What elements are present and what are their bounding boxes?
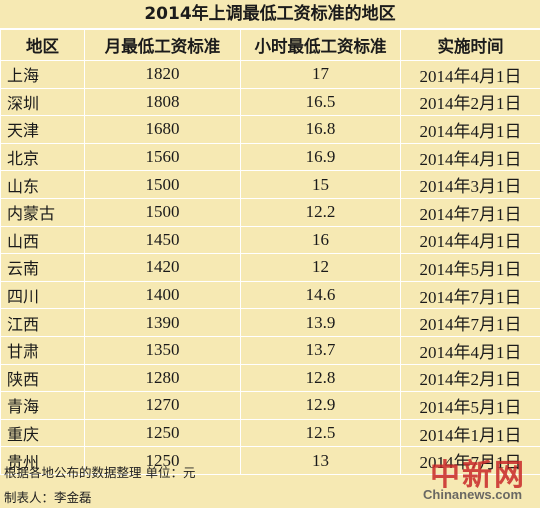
header-hourly-wage: 小时最低工资标准 — [240, 29, 401, 61]
monthly-wage-cell: 1390 — [84, 308, 241, 337]
hourly-wage-cell: 16.8 — [240, 115, 401, 144]
region-cell: 陕西 — [0, 363, 85, 393]
region-cell: 重庆 — [0, 418, 85, 448]
hourly-wage-cell: 16.9 — [240, 142, 401, 172]
effective-date-cell: 2014年7月1日 — [400, 446, 540, 475]
hourly-wage-cell: 12.8 — [240, 363, 401, 393]
table-row: 青海 1270 12.9 2014年5月1日 — [0, 391, 540, 420]
region-cell: 上海 — [0, 60, 85, 89]
effective-date-cell: 2014年4月1日 — [400, 115, 540, 144]
region-cell: 青海 — [0, 391, 85, 420]
header-region: 地区 — [0, 29, 85, 61]
table-body: 上海 1820 17 2014年4月1日 深圳 1808 16.5 2014年2月1日 天津 16… — [0, 60, 540, 475]
hourly-wage-cell: 12 — [240, 253, 401, 282]
region-cell: 深圳 — [0, 87, 85, 117]
header-row: 地区 月最低工资标准 小时最低工资标准 实施时间 — [0, 29, 540, 61]
monthly-wage-cell: 1500 — [84, 197, 241, 227]
monthly-wage-cell: 1808 — [84, 87, 241, 117]
table-row: 陕西 1280 12.8 2014年2月1日 — [0, 363, 540, 393]
effective-date-cell: 2014年2月1日 — [400, 363, 540, 393]
source-note: 根据各地公布的数据整理 单位：元 — [4, 465, 196, 480]
region-cell: 北京 — [0, 142, 85, 172]
effective-date-cell: 2014年4月1日 — [400, 142, 540, 172]
region-cell: 贵州 — [0, 446, 85, 475]
effective-date-cell: 2014年4月1日 — [400, 60, 540, 89]
region-cell: 天津 — [0, 115, 85, 144]
table-row: 深圳 1808 16.5 2014年2月1日 — [0, 87, 540, 117]
table-title: 2014年上调最低工资标准的地区 — [0, 0, 540, 29]
effective-date-cell: 2014年2月1日 — [400, 87, 540, 117]
table-row: 山东 1500 15 2014年3月1日 — [0, 170, 540, 199]
minimum-wage-table: 地区 月最低工资标准 小时最低工资标准 实施时间 上海 1820 17 2014年4月… — [0, 29, 540, 475]
region-cell: 内蒙古 — [0, 197, 85, 227]
region-cell: 山西 — [0, 225, 85, 255]
header-effective-date: 实施时间 — [400, 29, 540, 61]
monthly-wage-cell: 1680 — [84, 115, 241, 144]
monthly-wage-cell: 1420 — [84, 253, 241, 282]
monthly-wage-cell: 1500 — [84, 170, 241, 199]
effective-date-cell: 2014年3月1日 — [400, 170, 540, 199]
hourly-wage-cell: 12.5 — [240, 418, 401, 448]
hourly-wage-cell: 17 — [240, 60, 401, 89]
effective-date-cell: 2014年5月1日 — [400, 391, 540, 420]
effective-date-cell: 2014年5月1日 — [400, 253, 540, 282]
effective-date-cell: 2014年1月1日 — [400, 418, 540, 448]
table-row: 北京 1560 16.9 2014年4月1日 — [0, 142, 540, 172]
table-row: 云南 1420 12 2014年5月1日 — [0, 253, 540, 282]
monthly-wage-cell: 1280 — [84, 363, 241, 393]
effective-date-cell: 2014年7月1日 — [400, 280, 540, 310]
table-row: 重庆 1250 12.5 2014年1月1日 — [0, 418, 540, 448]
hourly-wage-cell: 12.9 — [240, 391, 401, 420]
table-row: 贵州 1250 13 2014年7月1日 — [0, 446, 540, 475]
monthly-wage-cell: 1270 — [84, 391, 241, 420]
table-row: 四川 1400 14.6 2014年7月1日 — [0, 280, 540, 310]
table-row: 山西 1450 16 2014年4月1日 — [0, 225, 540, 255]
hourly-wage-cell: 13.7 — [240, 335, 401, 365]
hourly-wage-cell: 15 — [240, 170, 401, 199]
table-row: 上海 1820 17 2014年4月1日 — [0, 60, 540, 89]
effective-date-cell: 2014年4月1日 — [400, 225, 540, 255]
monthly-wage-cell: 1250 — [84, 446, 241, 475]
effective-date-cell: 2014年7月1日 — [400, 308, 540, 337]
monthly-wage-cell: 1250 — [84, 418, 241, 448]
region-cell: 甘肃 — [0, 335, 85, 365]
hourly-wage-cell: 12.2 — [240, 197, 401, 227]
table-row: 江西 1390 13.9 2014年7月1日 — [0, 308, 540, 337]
table-row: 内蒙古 1500 12.2 2014年7月1日 — [0, 197, 540, 227]
region-cell: 四川 — [0, 280, 85, 310]
effective-date-cell: 2014年7月1日 — [400, 197, 540, 227]
watermark-logo: 中新网 — [430, 458, 526, 493]
region-cell: 云南 — [0, 253, 85, 282]
region-cell: 江西 — [0, 308, 85, 337]
monthly-wage-cell: 1450 — [84, 225, 241, 255]
header-monthly-wage: 月最低工资标准 — [84, 29, 241, 61]
monthly-wage-cell: 1400 — [84, 280, 241, 310]
table-row: 天津 1680 16.8 2014年4月1日 — [0, 115, 540, 144]
monthly-wage-cell: 1560 — [84, 142, 241, 172]
table-row: 甘肃 1350 13.7 2014年4月1日 — [0, 335, 540, 365]
hourly-wage-cell: 13.9 — [240, 308, 401, 337]
effective-date-cell: 2014年4月1日 — [400, 335, 540, 365]
author-note: 制表人：李金磊 — [4, 490, 92, 505]
watermark-url: Chinanews.com — [423, 487, 522, 502]
hourly-wage-cell: 14.6 — [240, 280, 401, 310]
monthly-wage-cell: 1820 — [84, 60, 241, 89]
hourly-wage-cell: 16 — [240, 225, 401, 255]
monthly-wage-cell: 1350 — [84, 335, 241, 365]
region-cell: 山东 — [0, 170, 85, 199]
hourly-wage-cell: 16.5 — [240, 87, 401, 117]
hourly-wage-cell: 13 — [240, 446, 401, 475]
